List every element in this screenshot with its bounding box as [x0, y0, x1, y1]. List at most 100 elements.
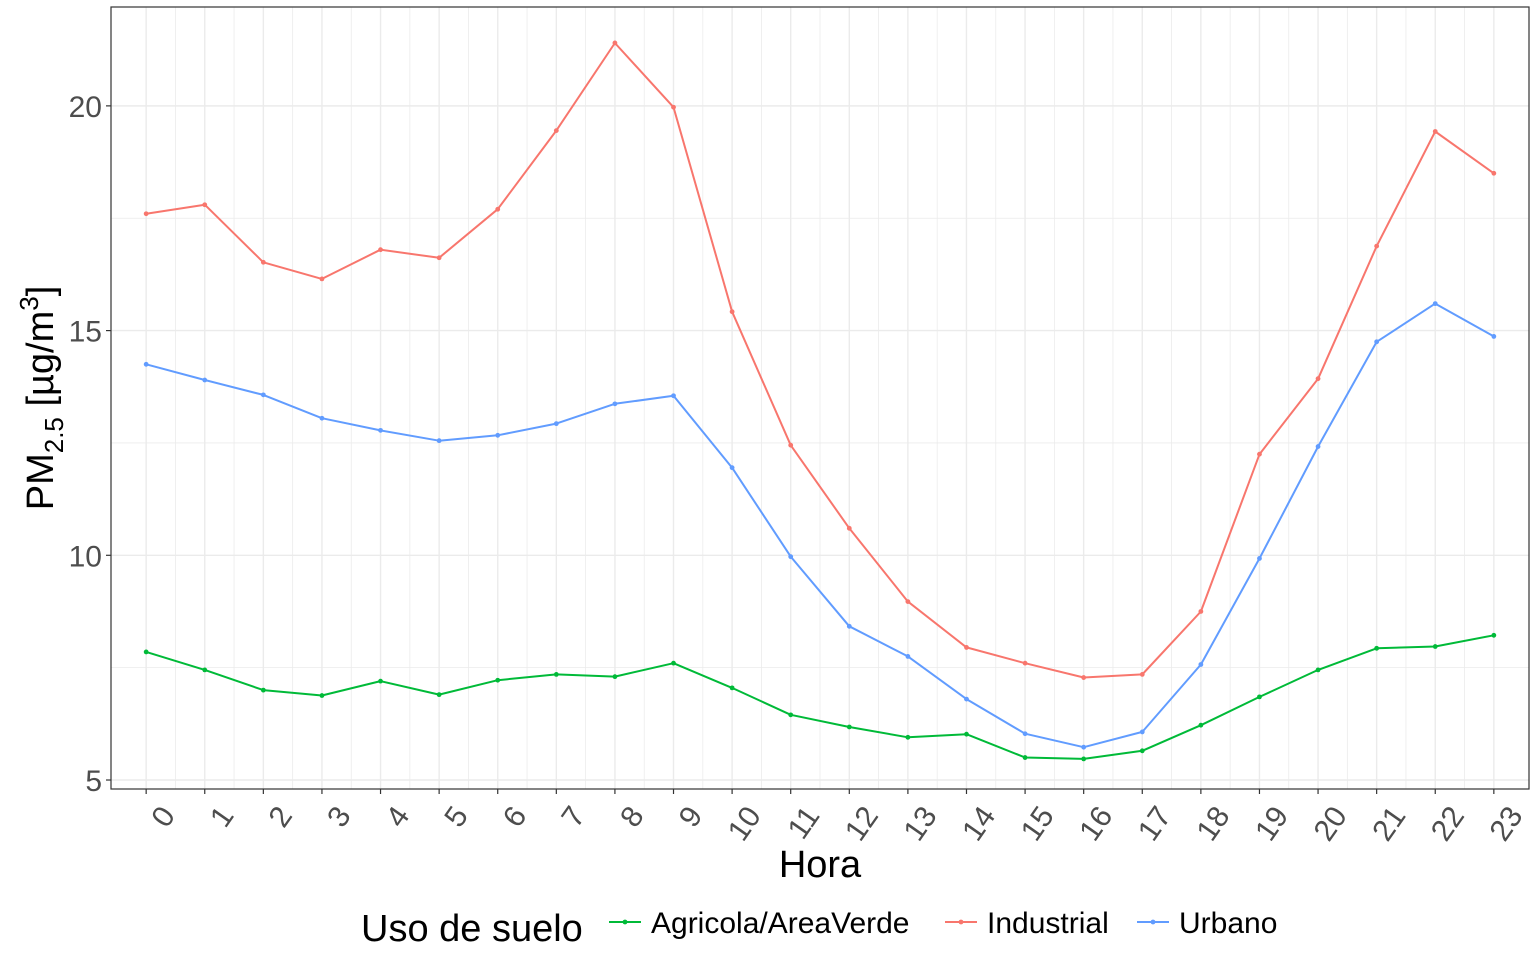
y-axis-title-subscript: 2.5 [39, 417, 69, 453]
y-tick-label: 10 [69, 540, 102, 573]
legend-label: Industrial [987, 907, 1109, 940]
data-point [1081, 675, 1087, 680]
data-point [1198, 662, 1204, 667]
legend-label: Agricola/AreaVerde [651, 907, 910, 940]
data-point [612, 40, 618, 46]
x-tick-label: 1 [204, 801, 241, 834]
x-tick-label: 11 [782, 801, 827, 845]
x-axis-title: Hora [779, 844, 862, 886]
x-tick-label: 10 [722, 801, 768, 847]
data-point [612, 401, 618, 407]
data-point [378, 427, 383, 433]
plot-panel [110, 6, 1530, 790]
y-tick-label: 5 [85, 765, 102, 798]
x-tick-label: 5 [438, 801, 475, 834]
x-tick-label: 19 [1249, 801, 1295, 847]
y-axis-title-superscript: 3 [14, 296, 44, 310]
data-point [260, 259, 266, 265]
x-tick-label: 13 [897, 801, 943, 847]
series-layer [143, 40, 1497, 762]
x-tick-label: 22 [1425, 801, 1471, 847]
legend-title: Uso de suelo [361, 908, 583, 950]
data-point [436, 438, 442, 444]
data-point [1315, 667, 1321, 673]
data-point [319, 415, 325, 421]
x-tick-label: 2 [262, 801, 299, 834]
y-axis-title: PM2.5 [µg/m3] [14, 286, 69, 511]
data-point [671, 660, 676, 666]
data-point [1432, 129, 1438, 134]
data-point [1139, 671, 1145, 677]
series-line [145, 634, 1494, 760]
x-axis: 0 1 2 3 4 5 6 7 8 9 10 11 12 13 14 15 16 17 18 19 20 21 22 23 [145, 789, 1530, 847]
x-tick-label: 4 [380, 801, 417, 834]
x-tick-label: 3 [321, 801, 358, 834]
legend-items: Agricola/AreaVerde Industrial Urbano [609, 907, 1277, 940]
data-point [1198, 722, 1204, 728]
data-point [319, 693, 325, 698]
data-point [1374, 243, 1380, 249]
data-point [260, 687, 266, 693]
data-point [553, 671, 559, 677]
data-point [1257, 556, 1262, 561]
data-point [905, 734, 911, 740]
x-tick-label: 0 [145, 801, 182, 834]
x-tick-label: 12 [839, 801, 885, 847]
data-point [1432, 644, 1438, 649]
data-point [1198, 609, 1204, 614]
x-tick-label: 17 [1132, 801, 1178, 847]
y-axis: 5 10 15 20 [69, 91, 111, 798]
data-point [729, 685, 735, 691]
data-point [553, 128, 559, 133]
data-point [905, 654, 911, 659]
data-point [1374, 645, 1380, 651]
data-point [1257, 451, 1262, 457]
data-point [846, 623, 852, 629]
data-point [143, 211, 149, 217]
data-point [553, 421, 559, 427]
x-tick-label: 23 [1483, 801, 1529, 847]
data-point [202, 202, 208, 208]
data-point [788, 442, 794, 448]
y-tick-label: 20 [69, 91, 102, 124]
series-line [145, 302, 1495, 749]
legend: Uso de suelo Agricola/AreaVerde Industria… [361, 907, 1277, 950]
data-point [1491, 170, 1497, 176]
data-point [1139, 748, 1145, 754]
x-tick-label: 9 [673, 801, 710, 834]
data-point [964, 731, 969, 737]
x-tick-label: 18 [1190, 801, 1236, 847]
data-point [1315, 376, 1321, 382]
x-tick-label: 16 [1073, 801, 1119, 847]
x-tick-label: 7 [555, 801, 592, 834]
x-tick-label: 15 [1015, 801, 1061, 847]
y-axis-title-main: PM [20, 453, 62, 510]
data-point [964, 696, 969, 702]
data-point [846, 525, 852, 531]
data-point [1432, 301, 1438, 307]
data-point [671, 104, 676, 110]
data-point [260, 392, 266, 398]
y-axis-title-close: ] [20, 286, 62, 297]
x-tick-label: 8 [614, 801, 651, 834]
data-point [612, 674, 618, 680]
data-point [378, 678, 383, 684]
data-point [495, 432, 501, 438]
data-point [729, 309, 735, 315]
data-point [1081, 744, 1087, 750]
data-point [1257, 694, 1262, 700]
legend-key-point [958, 919, 964, 925]
data-point [495, 206, 501, 212]
y-axis-title-unit: [µg/m [20, 311, 62, 417]
data-point [495, 677, 501, 683]
data-point [436, 255, 442, 261]
data-point [143, 361, 149, 367]
legend-label: Urbano [1179, 907, 1277, 940]
data-point [729, 465, 735, 471]
data-point [1022, 731, 1028, 737]
data-point [319, 276, 325, 282]
data-point [1374, 339, 1380, 345]
data-point [1139, 729, 1145, 735]
data-point [1315, 444, 1321, 449]
